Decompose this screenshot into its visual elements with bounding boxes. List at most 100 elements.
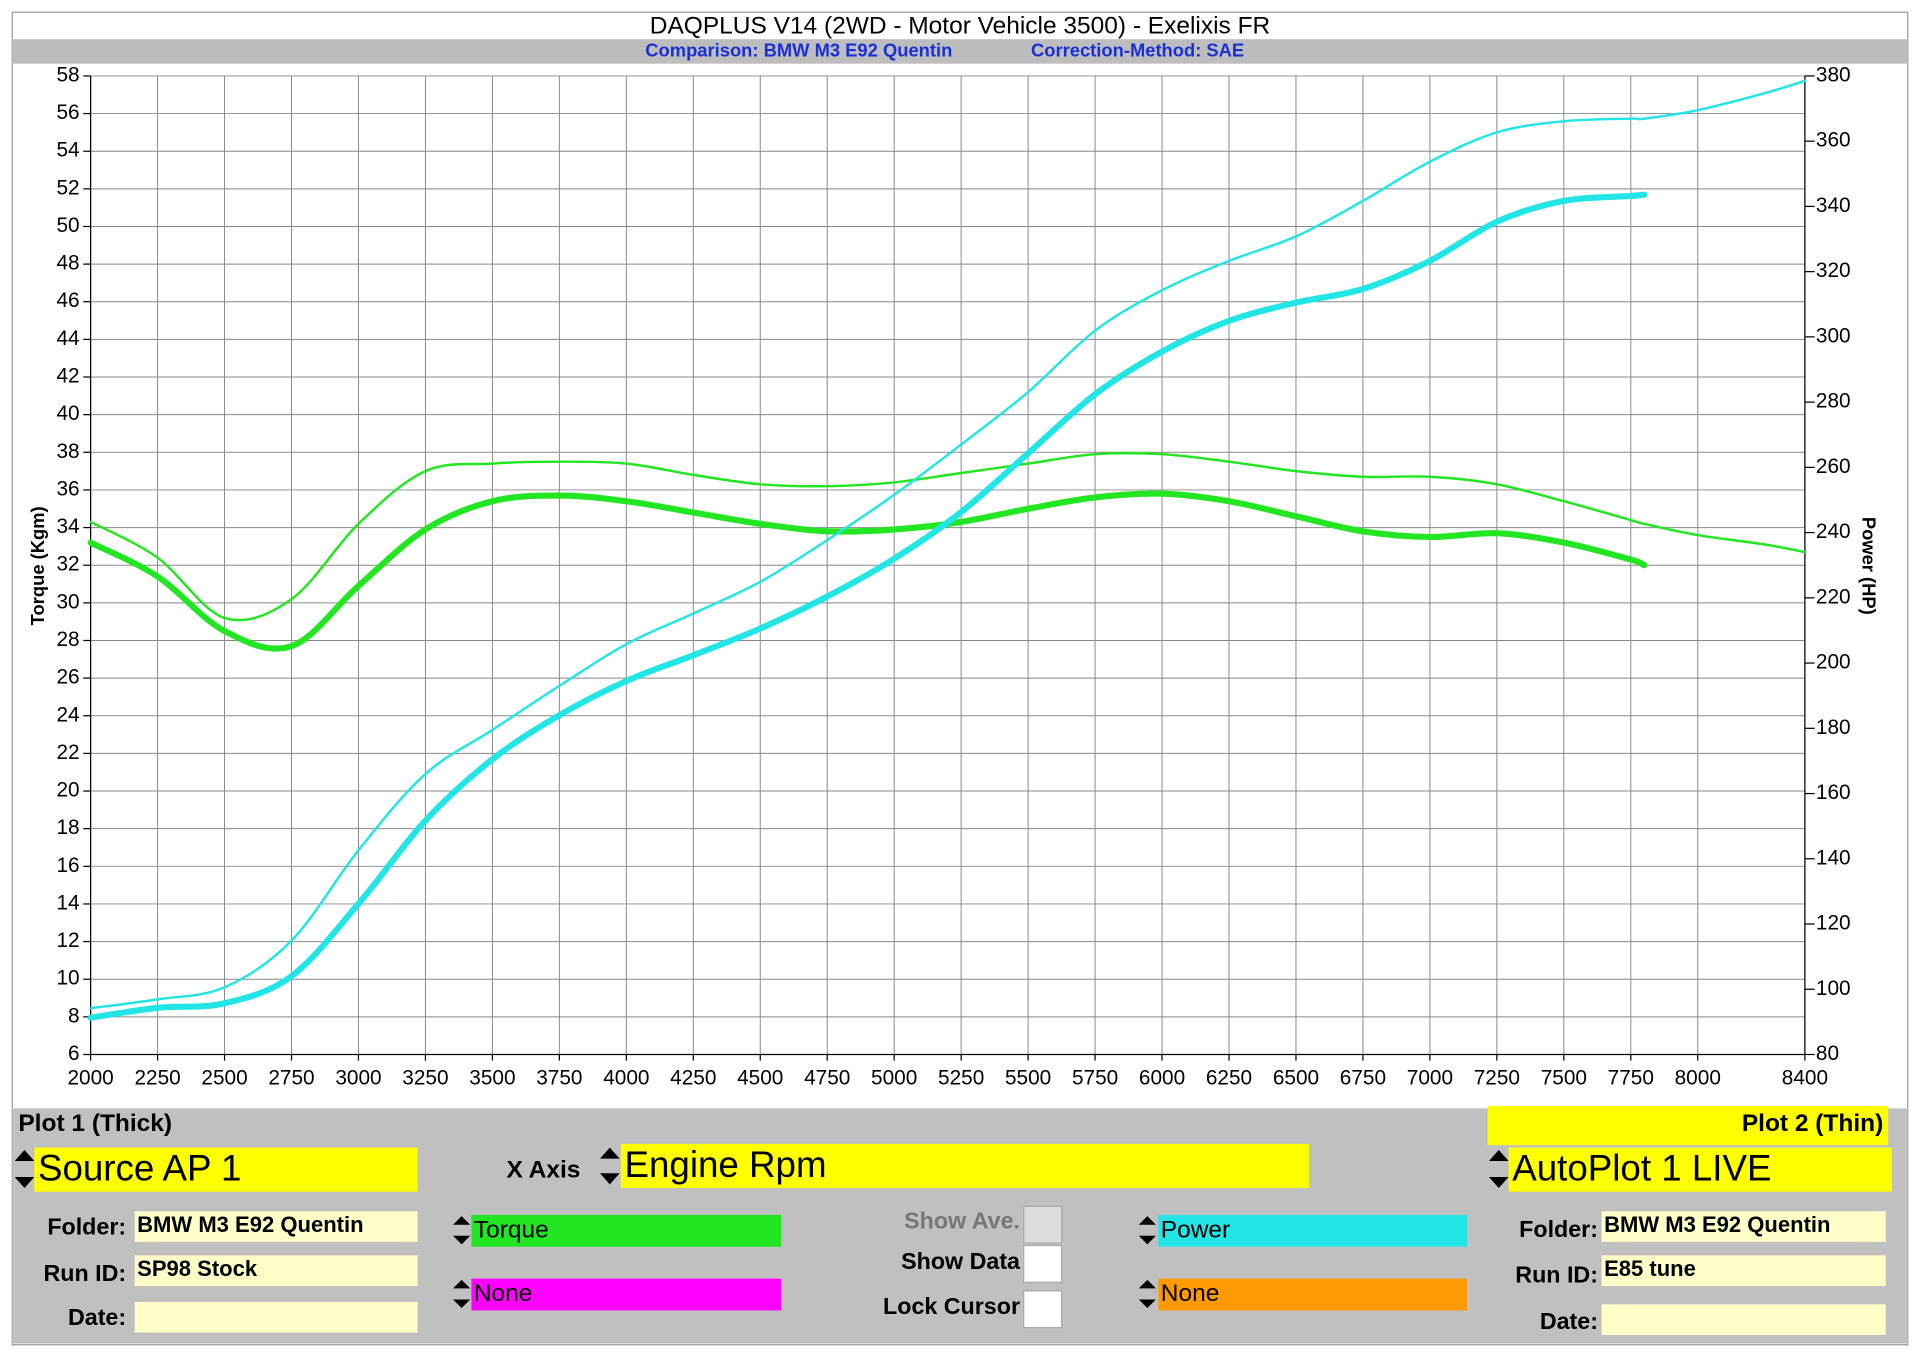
x-tick-label: 5250 bbox=[938, 1066, 984, 1089]
x-tick-label: 2500 bbox=[201, 1066, 247, 1089]
x-tick-label: 2750 bbox=[268, 1066, 314, 1089]
y-tick-label: 12 bbox=[56, 929, 79, 952]
y-tick-label: 38 bbox=[56, 440, 79, 463]
checkbox[interactable] bbox=[1023, 1290, 1063, 1329]
channel[interactable]: Torque bbox=[474, 1216, 549, 1243]
spinner[interactable] bbox=[453, 1216, 471, 1245]
folder-label: Folder: bbox=[1519, 1216, 1598, 1242]
folder-value[interactable]: BMW M3 E92 Quentin bbox=[137, 1212, 363, 1237]
folder-label: Folder: bbox=[47, 1214, 126, 1240]
y-tick-label: 36 bbox=[56, 477, 79, 500]
x-tick-label: 2250 bbox=[134, 1066, 180, 1089]
run-box[interactable] bbox=[1601, 1255, 1886, 1286]
plot2-source[interactable]: AutoPlot 1 LIVE bbox=[1512, 1148, 1771, 1189]
y-tick-label: 40 bbox=[56, 402, 79, 425]
x-tick-label: 4250 bbox=[670, 1066, 716, 1089]
y2-tick-label: 220 bbox=[1816, 585, 1851, 608]
channel-box[interactable] bbox=[471, 1214, 782, 1247]
lock-cursor-label: Lock Cursor bbox=[883, 1293, 1020, 1319]
folder-box[interactable] bbox=[134, 1211, 418, 1242]
show-data-label: Show Data bbox=[901, 1248, 1021, 1274]
data-line bbox=[87, 490, 1648, 652]
channel-box[interactable] bbox=[1158, 1214, 1467, 1247]
y-tick-label: 58 bbox=[56, 63, 79, 86]
date-box[interactable] bbox=[134, 1301, 418, 1333]
y2-axis-label: Power (HP) bbox=[1859, 517, 1880, 615]
spinner[interactable] bbox=[14, 1150, 35, 1188]
y-tick-label: 28 bbox=[56, 628, 79, 651]
checkbox[interactable] bbox=[1023, 1244, 1063, 1283]
y-tick-label: 26 bbox=[56, 666, 79, 689]
y2-tick-label: 340 bbox=[1816, 194, 1851, 217]
y-tick-label: 30 bbox=[56, 590, 79, 613]
x-tick-label: 4750 bbox=[804, 1066, 850, 1089]
correction: Correction-Method: SAE bbox=[1031, 39, 1244, 60]
y-tick-label: 14 bbox=[56, 891, 79, 914]
x-tick-label: 7750 bbox=[1608, 1066, 1654, 1089]
plot2-title-box bbox=[1487, 1105, 1889, 1146]
spinner[interactable] bbox=[600, 1147, 620, 1185]
x-tick-label: 7000 bbox=[1407, 1066, 1453, 1089]
x-tick-label: 6500 bbox=[1273, 1066, 1319, 1089]
data-line bbox=[89, 79, 1807, 1010]
y-tick-label: 8 bbox=[68, 1004, 80, 1027]
x-axis-value[interactable]: Engine Rpm bbox=[624, 1144, 826, 1185]
spinner[interactable] bbox=[1138, 1216, 1156, 1245]
run-box[interactable] bbox=[134, 1255, 418, 1286]
spinner[interactable] bbox=[1138, 1279, 1156, 1309]
channel-box[interactable] bbox=[1158, 1278, 1467, 1311]
y-tick-label: 20 bbox=[56, 779, 79, 802]
x-tick-label: 4000 bbox=[603, 1066, 649, 1089]
date-box[interactable] bbox=[1601, 1304, 1886, 1335]
x-tick-label: 3750 bbox=[536, 1066, 582, 1089]
y2-tick-label: 320 bbox=[1816, 259, 1851, 282]
channel-box[interactable] bbox=[471, 1278, 782, 1311]
source-box[interactable] bbox=[34, 1147, 418, 1192]
run-value[interactable]: E85 tune bbox=[1604, 1256, 1696, 1281]
run-label: Run ID: bbox=[43, 1260, 126, 1286]
x-tick-label: 6000 bbox=[1139, 1066, 1185, 1089]
x-tick-label: 3000 bbox=[335, 1066, 381, 1089]
y-tick-label: 32 bbox=[56, 553, 79, 576]
date-label: Date: bbox=[1540, 1308, 1598, 1334]
y2-tick-label: 240 bbox=[1816, 520, 1851, 543]
x-tick-label: 5750 bbox=[1072, 1066, 1118, 1089]
x-tick-label: 3250 bbox=[402, 1066, 448, 1089]
y-tick-label: 56 bbox=[56, 101, 79, 124]
y-tick-label: 44 bbox=[56, 327, 79, 350]
y2-tick-label: 200 bbox=[1816, 651, 1851, 674]
y2-tick-label: 380 bbox=[1816, 63, 1851, 86]
plot2-title: Plot 2 (Thin) bbox=[1742, 1110, 1883, 1137]
y2-tick-label: 260 bbox=[1816, 455, 1851, 478]
x-tick-label: 3500 bbox=[469, 1066, 515, 1089]
show-ave-label: Show Ave. bbox=[904, 1207, 1020, 1233]
channel[interactable]: Power bbox=[1161, 1216, 1230, 1243]
x-tick-label: 8400 bbox=[1782, 1066, 1828, 1089]
run-value[interactable]: SP98 Stock bbox=[137, 1256, 258, 1281]
folder-value[interactable]: BMW M3 E92 Quentin bbox=[1604, 1212, 1830, 1237]
y-axis-label: Torque (Kgm) bbox=[27, 506, 48, 625]
spinner[interactable] bbox=[453, 1279, 471, 1309]
plot1-title: Plot 1 (Thick) bbox=[18, 1110, 172, 1137]
y2-tick-label: 300 bbox=[1816, 324, 1851, 347]
channel[interactable]: None bbox=[474, 1280, 533, 1307]
y2-tick-label: 120 bbox=[1816, 912, 1851, 935]
folder-box[interactable] bbox=[1601, 1211, 1886, 1242]
x-tick-label: 6250 bbox=[1206, 1066, 1252, 1089]
x-axis-box[interactable] bbox=[620, 1143, 1309, 1188]
spinner[interactable] bbox=[1488, 1150, 1509, 1188]
subtitle-band bbox=[12, 39, 1908, 64]
run-label: Run ID: bbox=[1515, 1261, 1598, 1287]
channel[interactable]: None bbox=[1161, 1280, 1220, 1307]
y2-tick-label: 160 bbox=[1816, 781, 1851, 804]
y-tick-label: 52 bbox=[56, 176, 79, 199]
checkbox[interactable] bbox=[1023, 1205, 1063, 1244]
comparison: Comparison: BMW M3 E92 Quentin bbox=[645, 39, 952, 60]
y-tick-label: 54 bbox=[56, 139, 79, 162]
y2-tick-label: 80 bbox=[1816, 1042, 1839, 1065]
plot1-source[interactable]: Source AP 1 bbox=[38, 1148, 241, 1189]
x-tick-label: 5000 bbox=[871, 1066, 917, 1089]
source-box[interactable] bbox=[1508, 1147, 1892, 1192]
y-tick-label: 6 bbox=[68, 1042, 80, 1065]
